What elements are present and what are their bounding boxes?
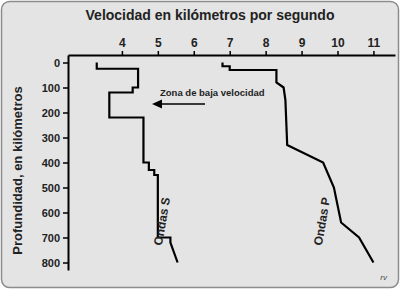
annotation: Zona de baja velocidad (160, 87, 265, 98)
series-label: Ondas S (151, 196, 173, 246)
x-tick-mark (301, 51, 303, 55)
x-tick-mark (229, 51, 231, 55)
y-tick-mark (63, 212, 68, 214)
y-tick-label: 200 (42, 107, 60, 119)
x-tick-mark (194, 51, 196, 55)
x-tick-label: 7 (227, 36, 234, 50)
y-tick-mark (63, 87, 68, 89)
y-tick-label: 800 (42, 257, 60, 269)
x-tick: 11 (368, 36, 381, 55)
y-tick-mark (63, 137, 68, 139)
y-tick-mark (63, 112, 68, 114)
y-tick-mark (63, 262, 68, 264)
y-tick: 0 (54, 57, 68, 69)
plot-area (97, 63, 374, 263)
x-tick: 8 (263, 36, 270, 55)
annotation-arrow (160, 103, 205, 105)
annotation-arrowhead (152, 100, 162, 109)
x-tick: 9 (299, 36, 306, 55)
x-tick: 4 (119, 36, 126, 55)
y-tick-label: 500 (42, 182, 60, 194)
y-tick-mark (63, 62, 68, 64)
y-tick-label: 700 (42, 232, 60, 244)
x-tick-mark (337, 51, 339, 55)
x-tick-mark (265, 51, 267, 55)
x-tick-mark (373, 51, 375, 55)
y-axis-title: Profundidad, en kilómetros (10, 86, 25, 254)
x-tick: 6 (191, 36, 198, 55)
x-tick-label: 9 (299, 36, 306, 50)
y-tick-label: 600 (42, 207, 60, 219)
y-tick: 100 (42, 82, 68, 94)
y-tick: 800 (42, 257, 68, 269)
x-tick: 5 (155, 36, 162, 55)
x-axis-line (69, 55, 396, 57)
x-tick-label: 6 (191, 36, 198, 50)
x-tick-label: 10 (331, 36, 345, 50)
x-tick: 10 (331, 36, 345, 55)
x-tick: 7 (227, 36, 234, 55)
x-tick-mark (122, 51, 124, 55)
y-tick: 600 (42, 207, 68, 219)
title: Velocidad en kilómetros por segundo (86, 7, 335, 23)
x-tick-label: 8 (263, 36, 270, 50)
credit: rv (380, 273, 388, 282)
x-tick-label: 5 (155, 36, 162, 50)
y-axis: 0 100 200 300 400 500 600 700 800 (42, 56, 69, 271)
x-axis: 4 5 6 7 8 9 10 11 (69, 36, 396, 56)
y-tick-mark (63, 162, 68, 164)
y-tick: 500 (42, 182, 68, 194)
y-tick: 300 (42, 132, 68, 144)
y-tick-mark (63, 237, 68, 239)
chart: 4 5 6 7 8 9 10 11 0 100 200 300 400 500 600 700 800 Veloc… (0, 0, 400, 289)
y-tick-label: 400 (42, 157, 60, 169)
x-tick-label: 11 (368, 36, 381, 50)
y-tick-label: 300 (42, 132, 60, 144)
x-tick-label: 4 (119, 36, 126, 50)
y-tick-mark (63, 187, 68, 189)
background (2, 2, 399, 288)
x-tick-mark (158, 51, 160, 55)
y-tick: 700 (42, 232, 68, 244)
y-tick-label: 0 (54, 57, 60, 69)
y-tick: 200 (42, 107, 68, 119)
y-tick: 400 (42, 157, 68, 169)
y-tick-label: 100 (42, 82, 60, 94)
series-label: Ondas P (311, 196, 333, 246)
